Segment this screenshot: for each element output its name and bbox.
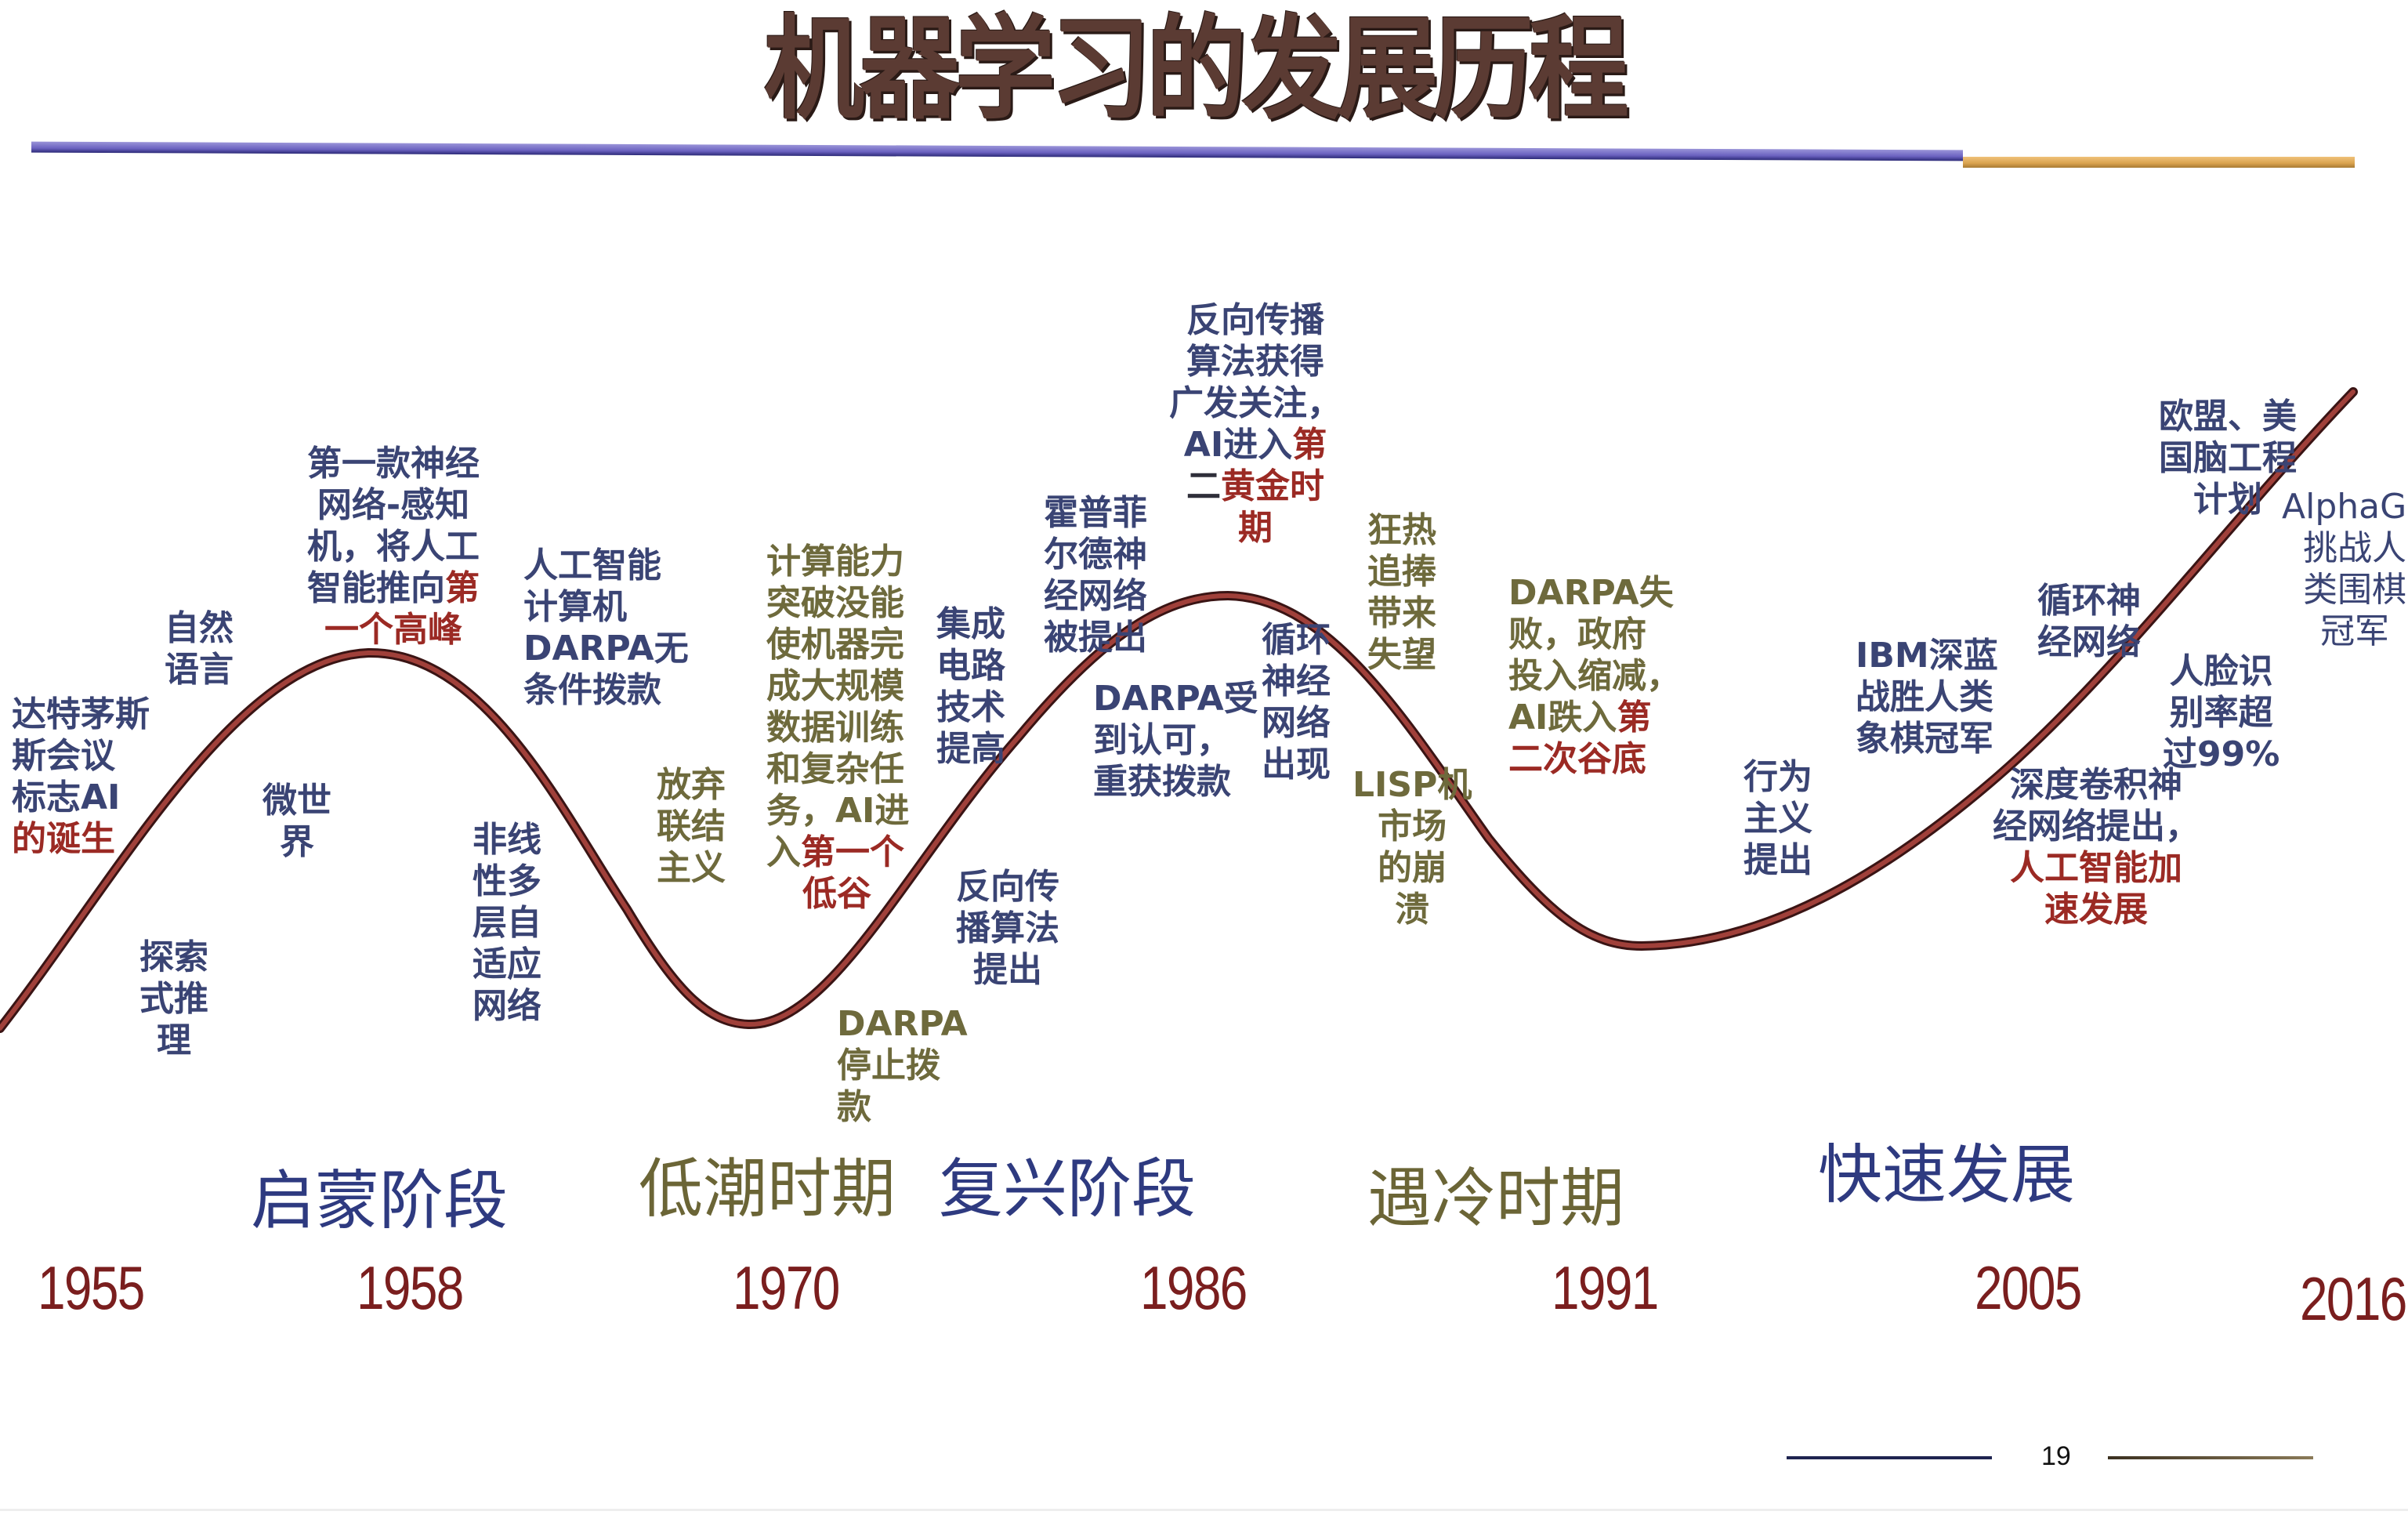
event-cnn: 深度卷积神 经网络提出， 人工智能加 速发展 [1993,764,2200,930]
event-text: 第一款神经 网络-感知 机，将人工 智能推向 [307,444,480,608]
event-darpa-fail: DARPA失 败，政府 投入缩减， AI跌入第 二次谷底 [1508,572,1681,780]
event-brain-project: 欧盟、美 国脑工程 计划 [2159,396,2297,520]
event-text: 循环神 经网络 [2037,581,2141,662]
event-heuristic: 探索 式推 理 [139,937,208,1061]
event-text: DARPA失 败，政府 投入缩减， AI跌入 [1508,573,1681,738]
phase-low-tide: 低潮时期 [639,1152,896,1227]
footer-line-right [2108,1456,2313,1459]
event-text: 深度卷积神 经网络提出， [1993,765,2200,846]
event-text: IBM深蓝 战胜人类 象棋冠军 [1856,636,1998,759]
event-text: 自然 语言 [165,608,234,690]
event-text: 集成 电路 技术 提高 [936,604,1005,769]
year-1986: 1986 [1140,1253,1247,1322]
event-darpa-recognized: DARPA受 到认可， 重获拨款 [1093,678,1258,803]
event-perceptron: 第一款神经 网络-感知 机，将人工 智能推向第 一个高峰 [307,443,480,651]
event-text: LISP机 市场 的崩 溃 [1352,765,1472,930]
event-dartmouth: 达特茅斯 斯会议 标志AI 的诞生 [12,694,150,860]
event-nonlinear: 非线 性多 层自 适应 网络 [473,819,541,1027]
event-hype-disappointment: 狂热 追捧 带来 失望 [1367,509,1436,676]
year-1970: 1970 [733,1253,840,1322]
event-text: 人工智能 计算机 DARPA无 条件拨款 [523,545,689,710]
page-footer: 19 [1787,1441,2319,1477]
event-text: 欧盟、美 国脑工程 计划 [2159,397,2297,520]
event-deep-blue: IBM深蓝 战胜人类 象棋冠军 [1856,635,1998,759]
year-1958: 1958 [357,1253,464,1322]
event-ai-computer: 人工智能 计算机 DARPA无 条件拨款 [523,545,689,711]
page-number: 19 [2041,1441,2071,1471]
event-text: 微世 界 [263,781,331,862]
event-text: 反向传播 算法获得 广发关注， AI进入 [1169,300,1342,465]
event-text: 非线 性多 层自 适应 网络 [473,820,541,1026]
year-1955: 1955 [38,1253,145,1322]
page-title: 机器学习的发展历程 [764,4,1629,136]
event-highlight-inline: 第一个 [801,832,904,872]
event-text: 计算能力 突破没能 使机器完 成大规模 数据训练 和复杂任 务，AI进 入 [766,542,910,872]
header-bar-right [1963,157,2355,168]
phase-cold: 遇冷时期 [1367,1162,1625,1236]
event-compute-limit: 计算能力 突破没能 使机器完 成大规模 数据训练 和复杂任 务，AI进 入第一个… [766,541,909,915]
event-highlight-inline: 第 [1292,425,1327,465]
event-text: 霍普菲 尔德神 经网络 被提出 [1044,493,1147,658]
bottom-divider [0,1509,2408,1511]
event-text: 反向传 播算法 提出 [956,867,1059,990]
event-text: 放弃 联结 主义 [657,765,726,888]
event-face-recognition: 人脸识 别率超 过99% [2163,651,2279,775]
event-darpa-stop: DARPA 停止拨 款 [837,1003,968,1128]
year-1991: 1991 [1552,1253,1659,1322]
event-lisp-collapse: LISP机 市场 的崩 溃 [1352,764,1472,930]
phase-revival: 复兴阶段 [939,1152,1197,1227]
event-text: 达特茅斯 斯会议 标志AI [12,694,150,817]
event-highlight: 二次谷底 [1508,739,1646,779]
event-text: 探索 式推 理 [139,937,208,1060]
event-highlight: 黄金时 期 [1221,466,1324,548]
event-highlight: 人工智能加 速发展 [2010,848,2182,930]
phase-rapid-development: 快速发展 [1818,1138,2076,1212]
event-microworld: 微世 界 [263,780,331,863]
phase-enlightenment: 启蒙阶段 [251,1164,509,1238]
event-text: 人脸识 别率超 过99% [2163,651,2280,774]
event-text: AlphaGo 挑战人 类围棋 冠军 [2282,487,2408,651]
event-backprop-golden: 反向传播 算法获得 广发关注， AI进入第 二黄金时 期 [1169,299,1342,549]
event-text: 循环 神经 网络 出现 [1262,620,1331,785]
event-integrated-circuit: 集成 电路 技术 提高 [936,603,1005,770]
event-highlight: 的诞生 [12,819,115,859]
event-text: DARPA 停止拨 款 [837,1004,968,1127]
event-text: DARPA受 到认可， 重获拨款 [1093,679,1258,802]
event-hopfield: 霍普菲 尔德神 经网络 被提出 [1044,492,1147,658]
event-backprop: 反向传 播算法 提出 [956,866,1059,991]
event-highlight-inline: 第 [1617,698,1652,738]
event-text: 行为 主义 提出 [1744,757,1812,880]
event-rnn: 循环神 经网络 [2037,580,2141,663]
event-nlp: 自然 语言 [165,607,234,690]
event-behaviorism: 行为 主义 提出 [1744,756,1812,881]
event-highlight: 低谷 [802,874,871,914]
event-abandon-connectionism: 放弃 联结 主义 [657,764,726,889]
event-highlight-inline: 第 [445,568,480,608]
event-alphago: AlphaGo 挑战人 类围棋 冠军 [2282,486,2408,652]
year-2016: 2016 [2300,1264,2407,1333]
event-rnn-appears: 循环 神经 网络 出现 [1262,619,1331,785]
event-highlight-prefix: 二 [1186,466,1221,506]
event-highlight: 一个高峰 [324,610,462,650]
year-2005: 2005 [1975,1253,2082,1322]
footer-line-left [1787,1456,1992,1459]
event-text: 狂热 追捧 带来 失望 [1367,510,1436,675]
